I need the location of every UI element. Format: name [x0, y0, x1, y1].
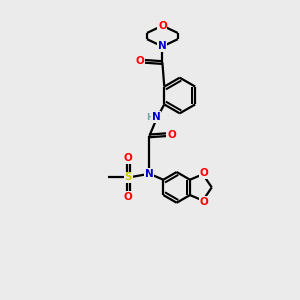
Text: O: O [124, 153, 133, 163]
Text: N: N [158, 41, 167, 52]
Text: O: O [167, 130, 176, 140]
Text: O: O [200, 168, 208, 178]
Text: H: H [146, 112, 154, 122]
Text: O: O [124, 192, 133, 202]
Text: O: O [200, 196, 208, 206]
Text: S: S [124, 172, 132, 182]
Text: N: N [145, 169, 154, 179]
Text: N: N [152, 112, 161, 122]
Text: O: O [158, 21, 167, 31]
Text: O: O [136, 56, 145, 66]
